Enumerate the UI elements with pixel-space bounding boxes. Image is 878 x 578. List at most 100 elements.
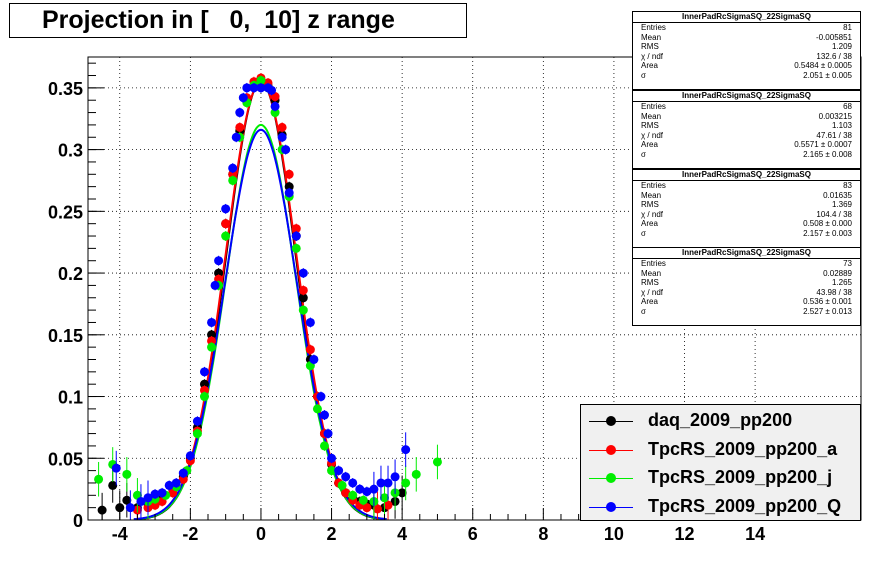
- data-point: [298, 293, 308, 303]
- data-point: [210, 280, 220, 290]
- stats-value: 2.165 ± 0.008: [803, 149, 852, 159]
- stats-row: Entries 68: [633, 102, 860, 112]
- data-point: [228, 175, 238, 185]
- data-point: [341, 472, 351, 482]
- stats-box-title: InnerPadRcSigmaSQ_22SigmaSQ: [633, 170, 860, 181]
- stats-row: σ 2.165 ± 0.008: [633, 150, 860, 160]
- data-point: [390, 472, 400, 482]
- stats-key: χ / ndf: [641, 51, 663, 61]
- stats-key: Area: [641, 140, 658, 149]
- data-point: [207, 317, 217, 327]
- stats-row: RMS 1.265: [633, 278, 860, 288]
- data-point: [199, 392, 209, 402]
- data-point: [372, 504, 382, 514]
- stats-key: σ: [641, 306, 646, 316]
- data-point: [298, 285, 308, 295]
- legend-marker: [606, 444, 616, 455]
- stats-row: Area 0.536 ± 0.001: [633, 297, 860, 307]
- data-point: [284, 169, 294, 179]
- data-point: [267, 85, 277, 95]
- stats-box-title: InnerPadRcSigmaSQ_22SigmaSQ: [633, 248, 860, 259]
- data-point: [122, 469, 132, 479]
- data-point: [411, 469, 421, 479]
- fit-curve: [133, 128, 387, 521]
- data-point: [192, 416, 202, 426]
- data-point: [291, 224, 301, 234]
- stats-key: Mean: [641, 111, 662, 121]
- data-point: [115, 503, 125, 513]
- data-point: [291, 231, 301, 241]
- data-point: [270, 108, 280, 118]
- stats-value: 104.4 / 38: [816, 209, 852, 219]
- x-tick-label: -2: [182, 524, 198, 544]
- data-point: [178, 474, 188, 484]
- stats-row: Area 0.5484 ± 0.0005: [633, 61, 860, 71]
- data-point: [312, 404, 322, 414]
- stats-row: χ / ndf 104.4 / 38: [633, 210, 860, 220]
- x-tick-label: 12: [675, 524, 695, 544]
- y-tick-label: 0.05: [48, 449, 83, 469]
- stats-key: σ: [641, 228, 646, 238]
- y-tick-label: 0.25: [48, 202, 83, 222]
- legend-item: daq_2009_pp200: [581, 408, 860, 434]
- data-point: [362, 503, 372, 513]
- data-point: [178, 468, 188, 478]
- stats-value: 0.01635: [823, 190, 852, 200]
- stats-key: Area: [641, 219, 658, 228]
- data-point: [337, 480, 347, 490]
- stats-row: σ 2.051 ± 0.005: [633, 71, 860, 81]
- stats-value: 0.536 ± 0.001: [803, 297, 852, 306]
- data-point: [94, 474, 104, 484]
- data-point: [291, 243, 301, 253]
- data-point: [383, 500, 393, 510]
- data-point: [305, 345, 315, 355]
- data-point: [207, 342, 217, 352]
- fit-curve: [133, 123, 387, 521]
- data-point: [249, 83, 259, 93]
- data-point: [228, 169, 238, 179]
- x-tick-label: 8: [538, 524, 548, 544]
- legend-item: TpcRS_2009_pp200_a: [581, 437, 860, 463]
- stats-row: Area 0.5571 ± 0.0007: [633, 140, 860, 150]
- data-point: [111, 463, 121, 473]
- stats-row: RMS 1.209: [633, 42, 860, 52]
- data-point: [238, 93, 248, 103]
- chart-title: Projection in [ 0, 10] z range: [42, 6, 395, 34]
- data-point: [199, 379, 209, 389]
- stats-key: Mean: [641, 32, 662, 42]
- data-point: [125, 503, 135, 513]
- stats-value: 2.157 ± 0.003: [803, 228, 852, 238]
- data-point: [199, 385, 209, 395]
- stats-box: InnerPadRcSigmaSQ_22SigmaSQ Entries 81 Mean…: [632, 11, 861, 90]
- legend-item: TpcRS_2009_pp200_j: [581, 465, 860, 491]
- data-points: [94, 73, 442, 520]
- legend-label: daq_2009_pp200: [648, 410, 793, 430]
- data-point: [319, 410, 329, 420]
- stats-value: 83: [843, 181, 852, 190]
- stats-row: Entries 73: [633, 259, 860, 269]
- data-point: [319, 441, 329, 451]
- data-point: [277, 132, 287, 142]
- stats-value: 0.003215: [818, 111, 852, 121]
- stats-value: 68: [843, 102, 852, 111]
- stats-value: 1.209: [831, 42, 852, 51]
- stats-row: RMS 1.103: [633, 121, 860, 131]
- stats-value: 2.527 ± 0.013: [803, 306, 852, 316]
- data-point: [143, 493, 153, 503]
- stats-value: 47.61 / 38: [816, 130, 852, 140]
- y-tick-label: 0.15: [48, 326, 83, 346]
- stats-row: RMS 1.369: [633, 200, 860, 210]
- data-point: [136, 496, 146, 506]
- stats-box-title: InnerPadRcSigmaSQ_22SigmaSQ: [633, 12, 860, 23]
- data-point: [214, 268, 224, 278]
- data-point: [207, 336, 217, 346]
- data-point: [316, 392, 326, 402]
- data-point: [231, 132, 241, 142]
- stats-key: RMS: [641, 278, 659, 287]
- stats-row: Area 0.508 ± 0.000: [633, 219, 860, 229]
- stats-value: 73: [843, 259, 852, 268]
- x-tick-label: 4: [397, 524, 407, 544]
- legend-marker: [606, 416, 616, 426]
- plot-frame: [87, 56, 862, 521]
- stats-key: Area: [641, 297, 658, 306]
